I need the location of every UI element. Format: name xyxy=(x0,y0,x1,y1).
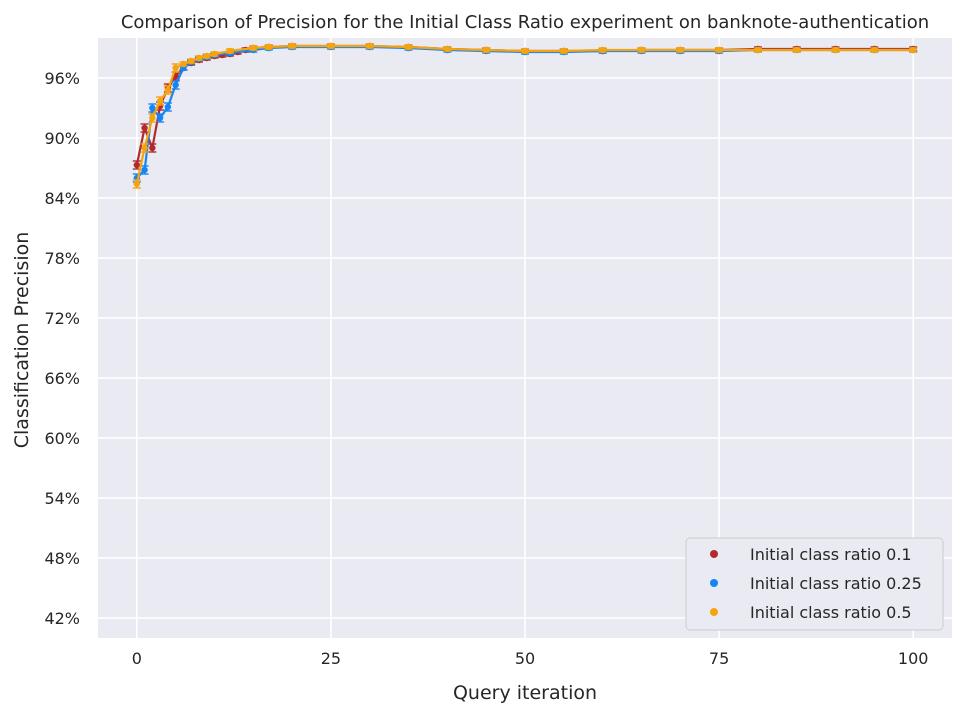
data-point xyxy=(405,43,412,51)
data-point xyxy=(265,43,272,51)
data-point xyxy=(677,46,684,54)
x-tick-label: 75 xyxy=(709,649,729,668)
data-point xyxy=(288,42,296,50)
data-point xyxy=(133,180,141,188)
y-tick-label: 96% xyxy=(44,69,80,88)
legend: Initial class ratio 0.1 Initial class rat… xyxy=(685,537,944,631)
data-point xyxy=(180,60,187,68)
y-tick-label: 84% xyxy=(44,189,80,208)
data-point xyxy=(149,104,156,112)
y-tick-label: 42% xyxy=(44,609,80,628)
data-point xyxy=(327,42,335,50)
data-point xyxy=(793,46,800,54)
data-point xyxy=(599,46,606,54)
legend-marker xyxy=(710,608,718,616)
data-point xyxy=(754,46,762,54)
series-layer xyxy=(132,42,918,189)
legend-box xyxy=(685,537,944,631)
x-ticks: 0 25 50 75 100 xyxy=(132,649,929,668)
data-point xyxy=(909,46,917,54)
data-point xyxy=(482,46,490,54)
data-point xyxy=(203,52,210,60)
y-tick-label: 78% xyxy=(44,249,80,268)
y-tick-label: 54% xyxy=(44,489,80,508)
data-point xyxy=(250,44,257,52)
data-point xyxy=(560,47,568,55)
data-point xyxy=(149,144,156,152)
data-point xyxy=(149,114,156,122)
legend-marker xyxy=(710,579,718,587)
data-point xyxy=(172,64,179,72)
x-axis-label: Query iteration xyxy=(453,682,597,704)
y-tick-label: 90% xyxy=(44,129,80,148)
data-point xyxy=(141,124,148,132)
x-tick-label: 25 xyxy=(321,649,341,668)
data-point xyxy=(211,50,218,58)
data-point xyxy=(871,46,878,54)
data-point xyxy=(226,47,234,55)
data-point xyxy=(141,144,148,152)
data-point xyxy=(164,86,172,94)
data-point xyxy=(172,81,179,89)
y-tick-label: 60% xyxy=(44,429,80,448)
data-point xyxy=(832,46,839,54)
data-point xyxy=(187,57,195,65)
y-axis-label: Classification Precision xyxy=(11,232,33,449)
y-tick-label: 66% xyxy=(44,369,80,388)
x-tick-label: 50 xyxy=(515,649,535,668)
data-point xyxy=(366,42,373,50)
data-point xyxy=(715,46,723,54)
data-point xyxy=(521,47,529,55)
legend-label: Initial class ratio 0.25 xyxy=(750,574,922,593)
grid-lines xyxy=(98,38,952,638)
legend-label: Initial class ratio 0.1 xyxy=(750,545,912,564)
data-point xyxy=(638,46,645,54)
data-point xyxy=(444,45,451,53)
data-point xyxy=(156,114,164,122)
x-tick-label: 0 xyxy=(132,649,142,668)
data-point xyxy=(141,166,148,174)
y-tick-label: 72% xyxy=(44,309,80,328)
legend-marker xyxy=(710,550,718,558)
y-ticks: 42% 48% 54% 60% 66% 72% 78% 84% 90% 96% xyxy=(44,69,80,628)
data-point xyxy=(156,97,164,105)
data-point xyxy=(164,103,172,111)
x-tick-label: 100 xyxy=(898,649,929,668)
legend-label: Initial class ratio 0.5 xyxy=(750,603,912,622)
y-tick-label: 48% xyxy=(44,549,80,568)
chart-title: Comparison of Precision for the Initial … xyxy=(121,12,929,33)
series-3 xyxy=(132,42,918,189)
data-point xyxy=(133,161,141,169)
data-point xyxy=(195,54,203,62)
